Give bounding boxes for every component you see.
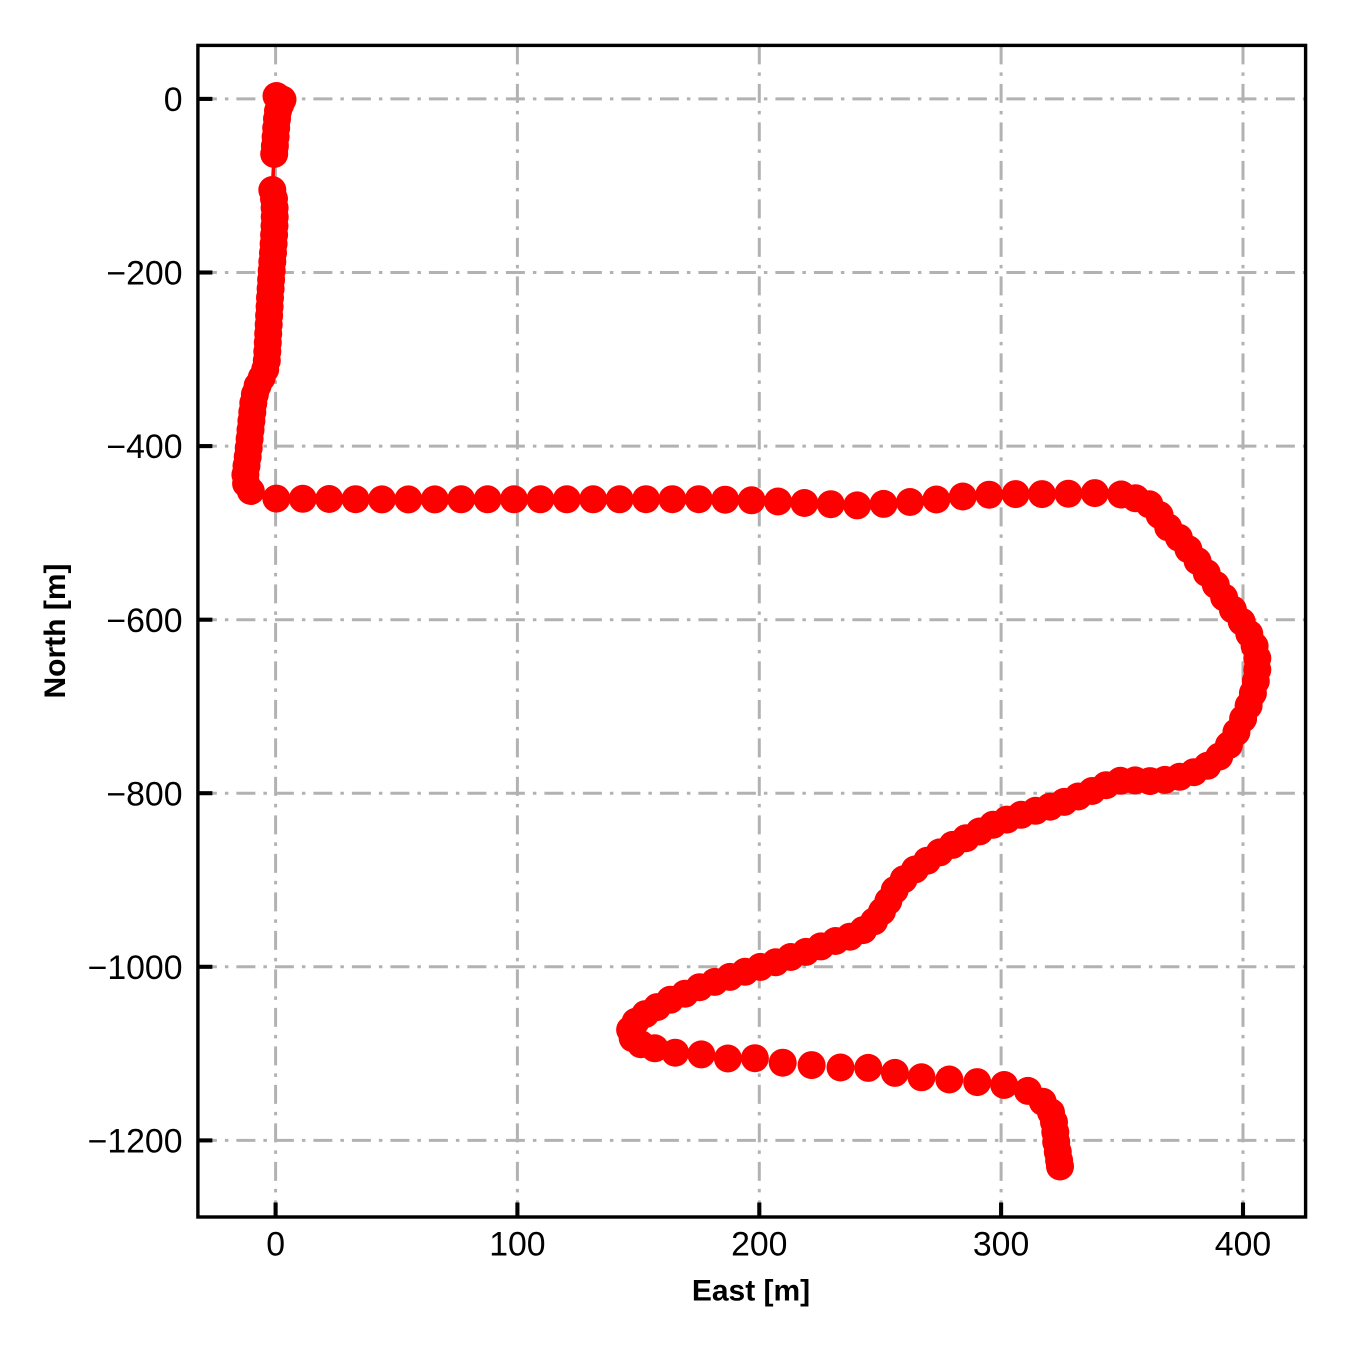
svg-text:−400: −400: [106, 428, 182, 466]
svg-text:100: 100: [489, 1226, 545, 1264]
svg-text:−600: −600: [106, 602, 182, 640]
svg-text:0: 0: [164, 81, 183, 119]
svg-text:−200: −200: [106, 255, 182, 293]
svg-text:North [m]: North [m]: [39, 564, 72, 699]
svg-text:−1200: −1200: [88, 1123, 183, 1161]
svg-text:East [m]: East [m]: [692, 1274, 810, 1307]
svg-text:300: 300: [973, 1226, 1029, 1264]
svg-text:−1000: −1000: [88, 949, 183, 987]
svg-text:−800: −800: [106, 775, 182, 813]
svg-text:400: 400: [1215, 1226, 1271, 1264]
svg-text:200: 200: [731, 1226, 787, 1264]
svg-text:0: 0: [266, 1226, 285, 1264]
